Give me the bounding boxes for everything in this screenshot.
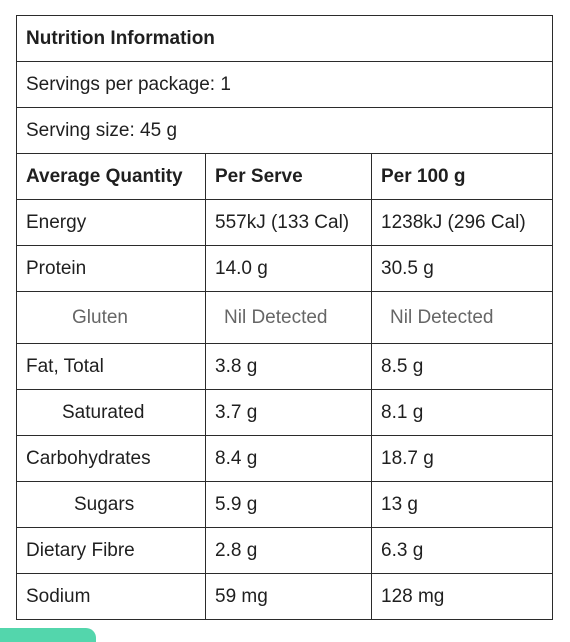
per-100g-value: 6.3 g (370, 527, 554, 574)
table-row-carbohydrates: Carbohydrates 8.4 g 18.7 g (16, 435, 554, 482)
accent-tab (0, 628, 96, 642)
per-100g-value: 8.1 g (370, 389, 554, 436)
per-serve-value: 3.7 g (205, 389, 372, 436)
per-100g-value: 13 g (370, 481, 554, 528)
per-serve-value: Nil Detected (205, 291, 372, 344)
per-serve-value: 3.8 g (205, 343, 372, 390)
per-serve-value: 2.8 g (205, 527, 372, 574)
per-100g-value: 1238kJ (296 Cal) (370, 199, 554, 246)
table-row-energy: Energy 557kJ (133 Cal) 1238kJ (296 Cal) (16, 199, 554, 246)
table-row-saturated: Saturated 3.7 g 8.1 g (16, 389, 554, 436)
nutrient-name: Sugars (16, 481, 206, 528)
per-100g-value: 30.5 g (370, 245, 554, 292)
nutrient-name: Protein (16, 245, 206, 292)
nutrient-name: Fat, Total (16, 343, 206, 390)
serving-size-row: Serving size: 45 g (15, 107, 554, 154)
column-header-row: Average Quantity Per Serve Per 100 g (16, 153, 554, 200)
per-serve-value: 14.0 g (205, 245, 372, 292)
table-row-dietary-fibre: Dietary Fibre 2.8 g 6.3 g (16, 527, 554, 574)
serving-size: Serving size: 45 g (15, 107, 554, 154)
table-row-gluten: Gluten Nil Detected Nil Detected (16, 291, 554, 344)
nutrition-information-table: Nutrition Information Servings per packa… (15, 15, 554, 620)
table-title-row: Nutrition Information (15, 15, 554, 62)
nutrient-name: Sodium (16, 573, 206, 620)
header-per-100g: Per 100 g (370, 153, 554, 200)
header-per-serve: Per Serve (205, 153, 372, 200)
table-row-sugars: Sugars 5.9 g 13 g (16, 481, 554, 528)
table-row-protein: Protein 14.0 g 30.5 g (16, 245, 554, 292)
nutrient-name: Dietary Fibre (16, 527, 206, 574)
table-row-sodium: Sodium 59 mg 128 mg (16, 573, 554, 620)
per-serve-value: 59 mg (205, 573, 372, 620)
nutrient-name: Gluten (16, 291, 206, 344)
nutrient-name: Energy (16, 199, 206, 246)
servings-per-package-row: Servings per package: 1 (15, 61, 554, 108)
nutrient-name: Carbohydrates (16, 435, 206, 482)
per-serve-value: 8.4 g (205, 435, 372, 482)
per-100g-value: Nil Detected (370, 291, 554, 344)
servings-per-package: Servings per package: 1 (15, 61, 554, 108)
table-row-fat-total: Fat, Total 3.8 g 8.5 g (16, 343, 554, 390)
per-serve-value: 557kJ (133 Cal) (205, 199, 372, 246)
table-title: Nutrition Information (15, 15, 554, 62)
per-serve-value: 5.9 g (205, 481, 372, 528)
per-100g-value: 18.7 g (370, 435, 554, 482)
per-100g-value: 8.5 g (370, 343, 554, 390)
per-100g-value: 128 mg (370, 573, 554, 620)
header-average-quantity: Average Quantity (16, 153, 206, 200)
nutrient-name: Saturated (16, 389, 206, 436)
